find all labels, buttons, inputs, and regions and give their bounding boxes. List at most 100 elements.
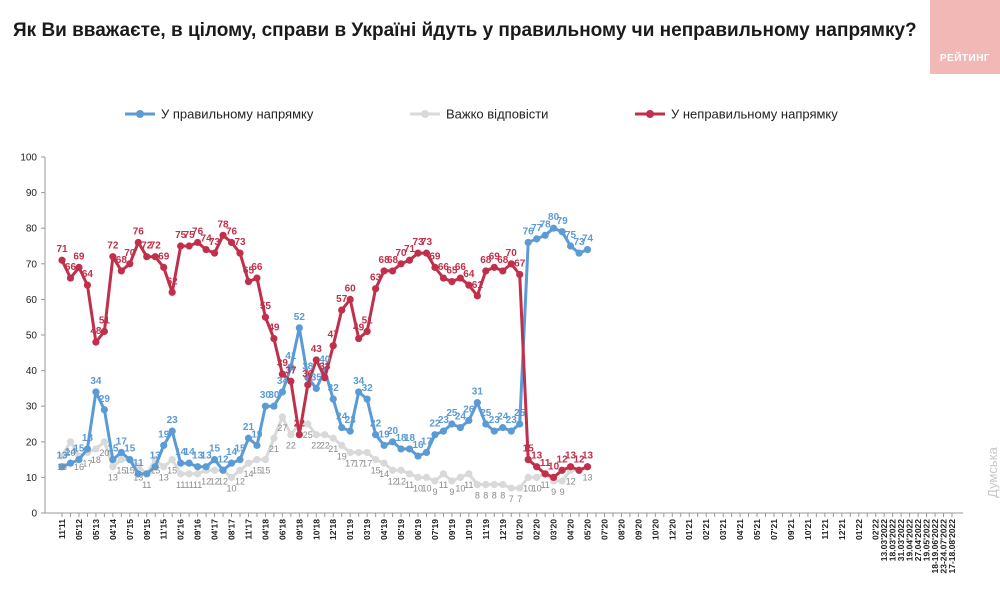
data-point — [541, 231, 549, 239]
data-point — [448, 477, 456, 485]
data-point — [473, 399, 481, 407]
data-label: 21 — [269, 444, 279, 454]
data-label: 61 — [472, 280, 484, 291]
data-label: 32 — [362, 383, 374, 394]
data-label: 9 — [449, 487, 454, 497]
x-tick-label: 03'21 — [718, 519, 728, 540]
y-tick-label: 50 — [26, 331, 38, 342]
data-point — [507, 427, 515, 435]
data-point — [58, 463, 66, 471]
data-label: 12 — [217, 454, 229, 465]
data-label: 8 — [475, 491, 480, 501]
x-tick-label: 06'18 — [277, 519, 287, 540]
data-point — [355, 448, 363, 457]
x-tick-label: 02'20 — [532, 519, 542, 540]
data-point — [278, 413, 286, 421]
data-point — [244, 278, 253, 286]
data-label: 74 — [201, 234, 213, 245]
data-point — [380, 267, 388, 275]
x-tick-label: 01'19 — [345, 519, 355, 540]
data-point — [431, 431, 439, 439]
x-tick-label: 01'21 — [684, 519, 694, 540]
data-point — [422, 473, 431, 481]
data-label: 25 — [303, 430, 313, 440]
data-label: 20 — [65, 448, 75, 458]
data-label: 17 — [362, 458, 372, 468]
data-point — [456, 274, 464, 282]
x-tick-label: 08'17 — [227, 519, 237, 540]
data-point — [194, 470, 202, 478]
data-point — [533, 463, 541, 471]
data-label: 74 — [582, 234, 594, 245]
data-label: 55 — [260, 301, 272, 312]
data-point — [185, 470, 193, 478]
data-point — [448, 278, 456, 286]
data-label: 25 — [446, 408, 458, 419]
data-label: 18 — [404, 433, 416, 444]
data-label: 78 — [540, 219, 552, 230]
x-tick-label: 23-24.07'2022 — [939, 519, 949, 574]
x-tick-label: 03'19 — [362, 519, 372, 540]
data-label: 12 — [573, 454, 585, 465]
data-point — [219, 466, 227, 474]
data-point — [490, 427, 498, 435]
x-tick-label: 18-19.06'2022 — [930, 519, 940, 574]
data-point — [448, 420, 456, 428]
data-label: 11 — [439, 480, 448, 490]
x-tick-label: 07'15 — [125, 519, 135, 540]
data-label: 21 — [243, 422, 255, 433]
data-label: 18 — [82, 433, 94, 444]
data-point — [295, 324, 303, 332]
data-label: 69 — [489, 251, 501, 262]
data-label: 19 — [337, 451, 347, 461]
data-label: 13 — [133, 473, 143, 483]
data-label: 39 — [277, 358, 289, 369]
data-label: 66 — [65, 262, 77, 273]
x-tick-label: 09'16 — [193, 519, 203, 540]
data-point — [583, 245, 592, 254]
legend-marker — [646, 110, 654, 118]
data-label: 16 — [412, 440, 424, 451]
data-label: 31 — [472, 387, 484, 398]
x-tick-label: 18.03'2022 — [888, 519, 898, 561]
data-label: 13 — [56, 451, 68, 462]
data-point — [575, 466, 583, 474]
data-label: 12 — [201, 476, 211, 486]
data-point — [253, 456, 261, 464]
data-label: 13 — [583, 473, 593, 483]
data-point — [482, 420, 490, 428]
data-label: 66 — [251, 262, 263, 273]
data-label: 12 — [210, 476, 220, 486]
x-tick-label: 09'15 — [142, 519, 152, 540]
data-point — [329, 395, 337, 403]
data-point — [227, 459, 236, 467]
data-point — [575, 249, 583, 257]
data-label: 29 — [99, 394, 111, 405]
data-point — [338, 423, 346, 432]
data-label: 75 — [565, 230, 577, 241]
data-label: 24 — [497, 412, 509, 423]
data-label: 11 — [193, 480, 202, 490]
data-label: 73 — [234, 237, 246, 248]
data-label: 72 — [107, 241, 119, 252]
x-tick-label: 05'12 — [74, 519, 84, 540]
data-point — [270, 402, 278, 410]
data-label: 49 — [353, 323, 365, 334]
data-label: 8 — [483, 491, 488, 501]
data-point — [83, 445, 92, 453]
data-label: 34 — [353, 376, 365, 387]
data-point — [541, 470, 549, 478]
data-label: 64 — [82, 269, 94, 280]
data-label: 15 — [124, 444, 136, 455]
data-label: 10 — [523, 483, 533, 493]
data-point — [236, 456, 244, 464]
data-point — [397, 445, 405, 453]
data-point — [439, 470, 448, 478]
data-label: 14 — [243, 469, 253, 479]
data-label: 73 — [573, 237, 585, 248]
series-layer — [58, 224, 592, 492]
data-point — [126, 260, 134, 268]
data-point — [422, 249, 431, 257]
legend-label: У правильному напрямку — [161, 107, 314, 122]
data-label: 8 — [500, 491, 505, 501]
